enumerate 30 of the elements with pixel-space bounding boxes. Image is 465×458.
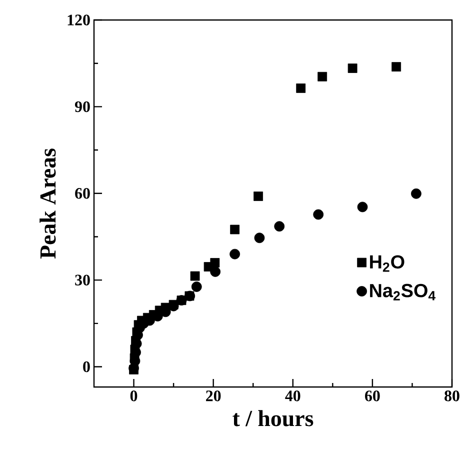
point	[210, 266, 221, 277]
y-axis-title: Peak Areas	[40, 148, 56, 259]
y-tick-label: 0	[83, 361, 90, 372]
point	[190, 271, 200, 281]
point	[230, 224, 240, 234]
x-tick-label: 60	[365, 390, 380, 402]
x-tick-label: 0	[130, 390, 138, 402]
y-tick-label: 60	[75, 188, 90, 199]
point	[210, 258, 220, 268]
point	[296, 83, 306, 93]
legend-label: H$_{2}$O	[370, 255, 404, 272]
point	[357, 202, 368, 212]
point	[411, 188, 422, 199]
x-tick-label: 20	[206, 390, 221, 402]
point	[230, 248, 240, 260]
legend-label: Na$_{2}$SO$_{4}$	[370, 284, 436, 300]
y-tick-label: 120	[68, 14, 90, 26]
x-axis-title: t / hours	[232, 410, 314, 426]
point	[392, 62, 402, 72]
point	[318, 72, 328, 82]
point	[254, 232, 265, 244]
x-tick-label: 40	[285, 390, 300, 402]
point	[313, 209, 324, 220]
point	[274, 221, 285, 232]
point	[348, 64, 358, 73]
point	[191, 282, 202, 292]
x-tick-label: 80	[444, 390, 460, 402]
point	[254, 192, 263, 201]
y-tick-label: 30	[75, 274, 90, 286]
y-tick-label: 90	[74, 101, 90, 112]
